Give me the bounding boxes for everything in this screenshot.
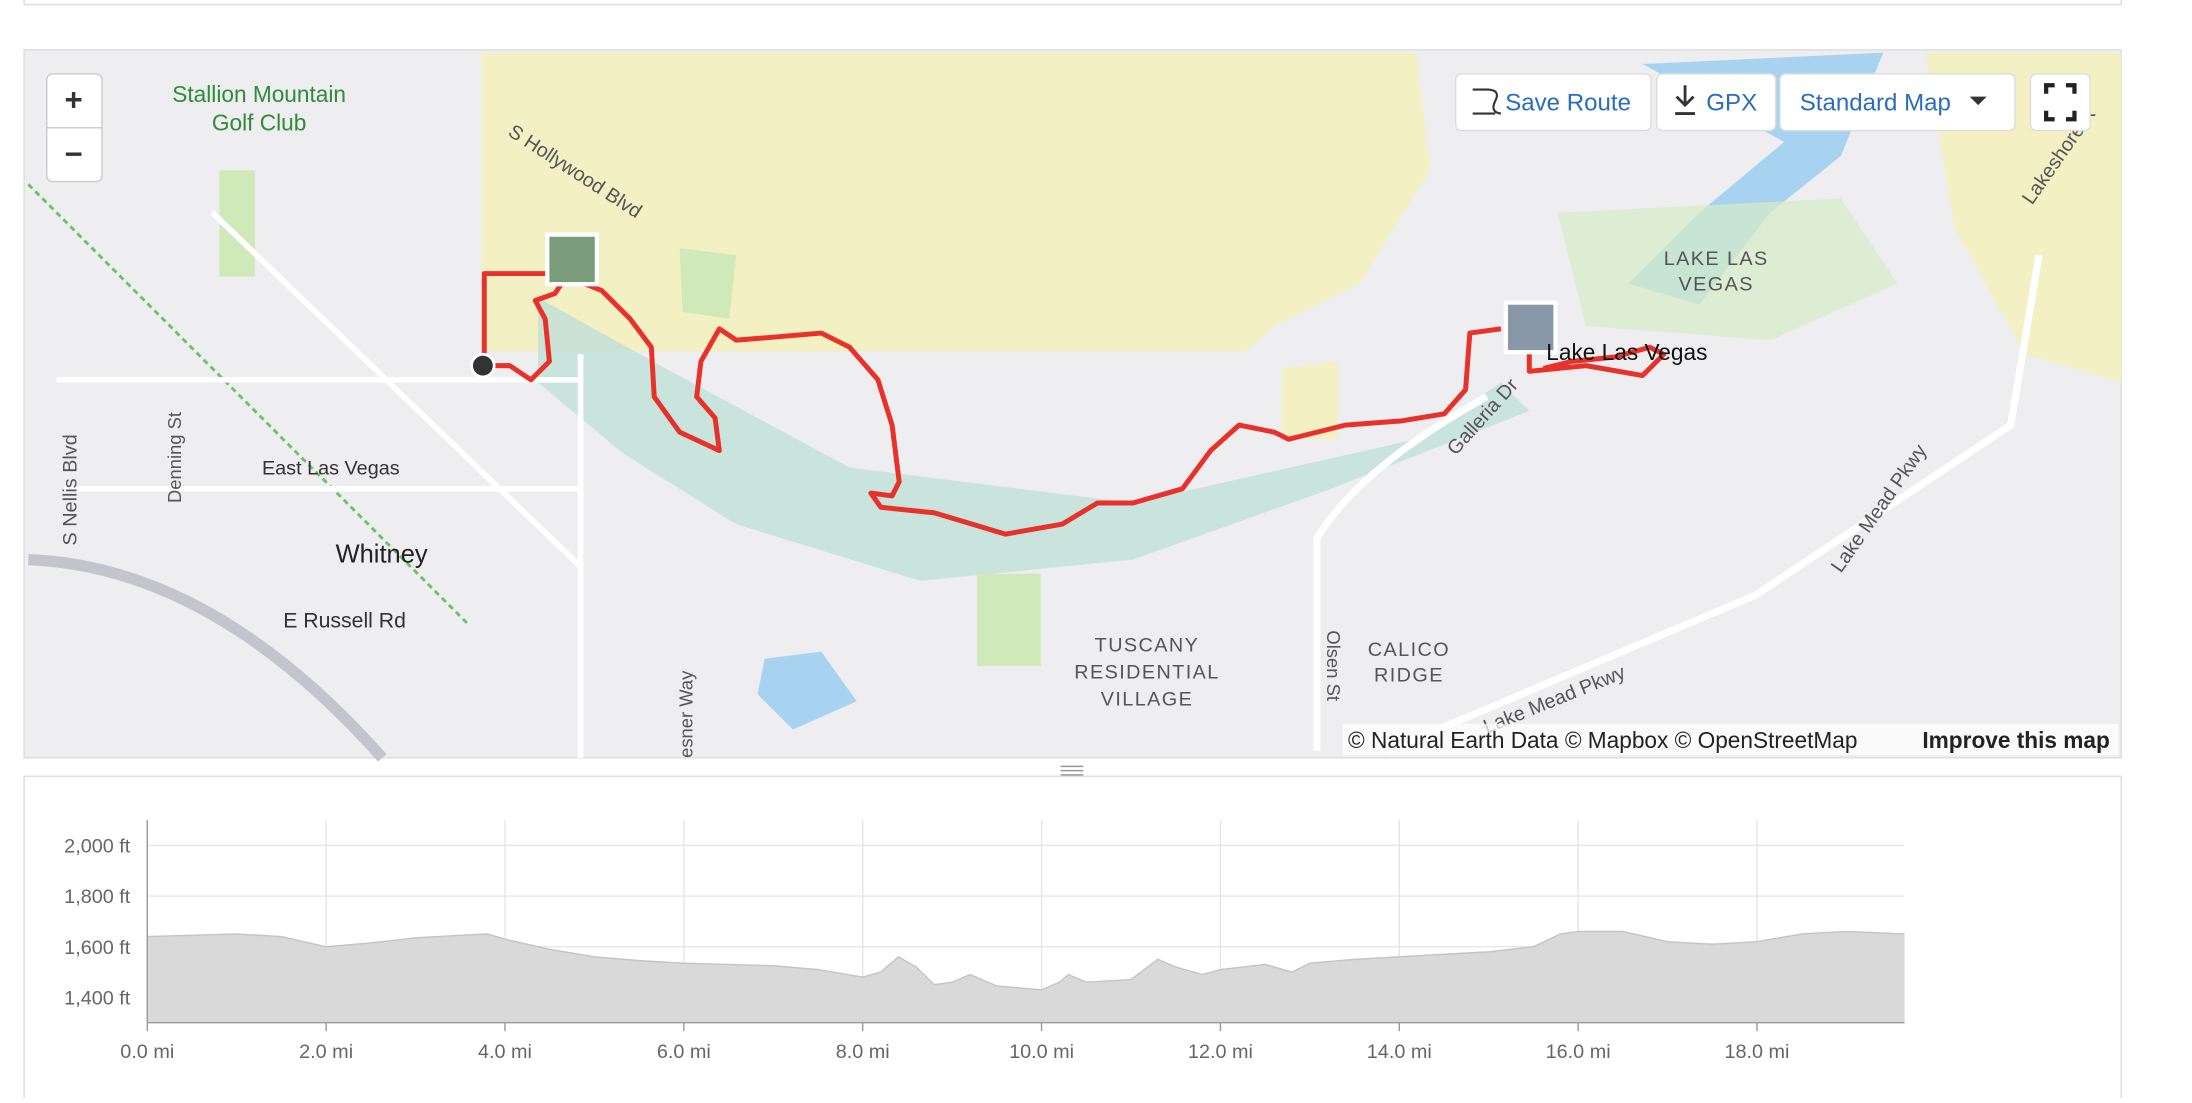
- x-tick-label: 0.0 mi: [120, 1041, 174, 1063]
- map-label: TUSCANY: [1095, 635, 1200, 657]
- map-label: VEGAS: [1679, 274, 1754, 296]
- x-tick-label: 6.0 mi: [657, 1041, 711, 1063]
- fullscreen-button[interactable]: [2029, 73, 2091, 132]
- x-tick-label: 8.0 mi: [836, 1041, 890, 1063]
- map-label: Denning St: [164, 412, 185, 503]
- y-tick-label: 1,600 ft: [64, 937, 131, 959]
- resize-handle[interactable]: [1060, 765, 1084, 776]
- map-style-label[interactable]: Standard Map: [1800, 90, 1951, 117]
- map-label: VILLAGE: [1101, 688, 1194, 710]
- x-tick-label: 4.0 mi: [478, 1041, 532, 1063]
- map-label: CALICO: [1368, 639, 1450, 661]
- map-label: RIDGE: [1374, 664, 1444, 686]
- map-label: E Russell Rd: [283, 609, 406, 633]
- y-tick-label: 1,400 ft: [64, 987, 131, 1009]
- improve-map-link[interactable]: Improve this map: [1922, 727, 2109, 753]
- photo-markers[interactable]: [470, 232, 1558, 379]
- map-label: Olsen St: [1323, 630, 1344, 701]
- map-label: LAKE LAS: [1664, 248, 1769, 270]
- gpx-label[interactable]: GPX: [1706, 90, 1757, 117]
- zoom-out[interactable]: −: [65, 137, 83, 172]
- save-route-button[interactable]: [1454, 73, 1652, 132]
- x-tick-label: 14.0 mi: [1367, 1041, 1432, 1063]
- save-route-label[interactable]: Save Route: [1505, 90, 1631, 117]
- x-tick-label: 16.0 mi: [1546, 1041, 1611, 1063]
- x-tick-label: 12.0 mi: [1188, 1041, 1253, 1063]
- map-label: East Las Vegas: [262, 458, 400, 480]
- y-tick-label: 2,000 ft: [64, 836, 131, 858]
- map-style-button[interactable]: [1779, 73, 2016, 132]
- elevation-chart: 1,400 ft 1,600 ft 1,800 ft 2,000 ft 0.0 mi 2.…: [64, 820, 1905, 1063]
- map-label: Stallion Mountain: [172, 81, 346, 107]
- zoom-in[interactable]: +: [65, 83, 83, 118]
- elevation-fill: [147, 931, 1905, 1023]
- zoom-control: + −: [46, 73, 103, 183]
- map-label: RESIDENTIAL: [1074, 662, 1220, 684]
- elevation-line: [147, 930, 1905, 991]
- map-label: Lake Las Vegas: [1546, 339, 1707, 365]
- y-tick-label: 1,800 ft: [64, 886, 131, 908]
- x-tick-label: 10.0 mi: [1009, 1041, 1074, 1063]
- x-tick-label: 18.0 mi: [1724, 1041, 1789, 1063]
- map-label: esner Way: [675, 670, 696, 758]
- map-toolbar: Save Route GPX Standard Map: [1454, 73, 2091, 132]
- top-panel: [23, 0, 2122, 6]
- attribution: © Natural Earth Data © Mapbox © OpenStre…: [1348, 727, 1857, 753]
- map-label: S Nellis Blvd: [59, 434, 81, 545]
- map-label: Golf Club: [212, 110, 306, 136]
- map-features: [27, 52, 2122, 762]
- map-label: Whitney: [336, 540, 428, 568]
- x-tick-label: 2.0 mi: [299, 1041, 353, 1063]
